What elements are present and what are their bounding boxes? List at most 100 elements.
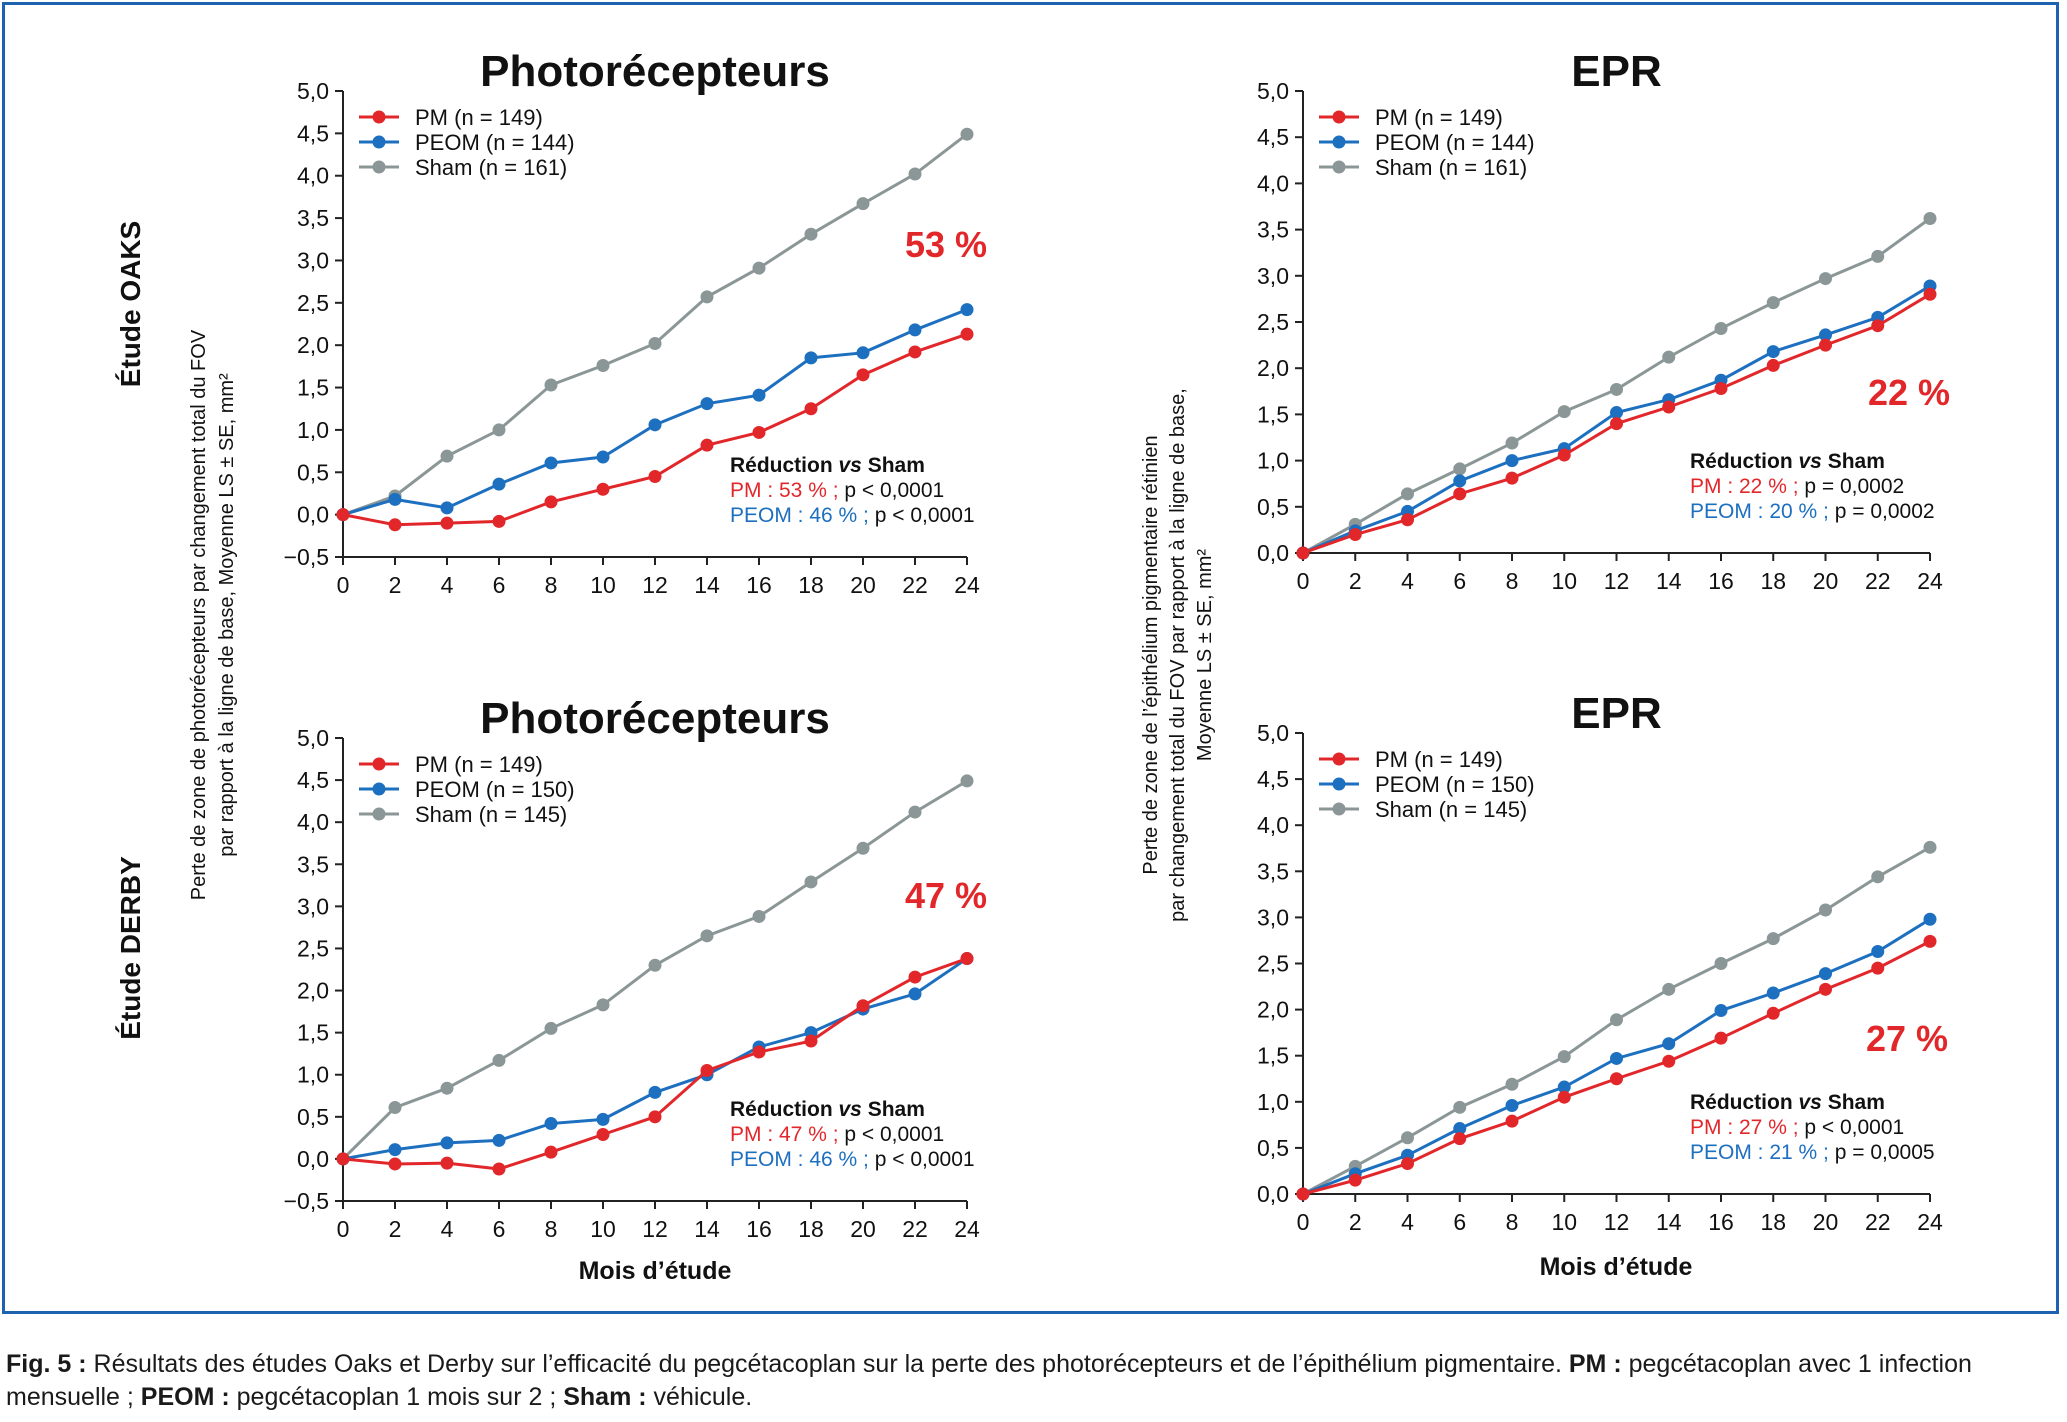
data-point-pm [492, 1162, 506, 1176]
data-point-pm [700, 1064, 714, 1078]
y-tick-label: 1,5 [297, 1020, 329, 1046]
data-point-pm [1819, 982, 1832, 996]
data-point-pm [388, 518, 402, 532]
reduction-percent: 53 % [905, 224, 987, 265]
y-tick-label: 1,5 [1257, 1043, 1289, 1069]
data-point-sham [752, 909, 766, 923]
data-point-peom [440, 501, 454, 515]
y-tick-label: 0,5 [297, 1104, 329, 1130]
y-tick-label: 2,5 [1257, 309, 1289, 335]
y-tick-label: 3,0 [1257, 263, 1289, 289]
y-tick-label: 2,0 [297, 332, 329, 358]
caption-pm-text: pegcétacoplan avec 1 infection mensuelle… [6, 1350, 1972, 1411]
x-tick-label: 22 [1865, 568, 1891, 594]
y-axis-label-left: Perte de zone de photorécepteurs par cha… [188, 329, 210, 900]
row-label-derby: Étude DERBY [115, 856, 146, 1040]
legend-entry: PEOM (n = 144) [415, 130, 575, 155]
legend-marker-peom [372, 135, 386, 149]
data-point-sham [1453, 1100, 1467, 1114]
y-tick-label: 2,5 [1257, 951, 1289, 977]
x-tick-label: 0 [1297, 1209, 1310, 1235]
data-point-pm [1871, 961, 1885, 975]
caption-peom-key: PEOM : [140, 1383, 230, 1411]
chart-title: EPR [1571, 47, 1661, 96]
caption-sham-key: Sham : [563, 1383, 647, 1411]
data-point-pm [856, 368, 870, 382]
data-point-pm [960, 952, 974, 966]
pm-reduction: PM : 53 % ; p < 0,0001 [730, 479, 944, 502]
x-tick-label: 16 [746, 1216, 772, 1242]
data-point-sham [544, 378, 558, 392]
data-point-pm [1766, 358, 1780, 372]
data-point-sham [1923, 840, 1937, 854]
data-point-pm [1766, 1006, 1780, 1020]
data-point-pm [440, 516, 454, 530]
legend-marker-peom [372, 782, 386, 796]
data-point-sham [1401, 1131, 1414, 1145]
data-point-sham [1766, 296, 1780, 310]
data-point-sham [440, 449, 454, 463]
data-point-sham [1923, 212, 1937, 226]
data-point-sham [596, 359, 610, 373]
y-tick-label: 4,5 [1257, 766, 1289, 792]
data-point-pm [1923, 934, 1937, 948]
data-point-sham [752, 261, 766, 275]
legend-marker-pm [1332, 752, 1346, 766]
data-point-peom [700, 397, 714, 411]
reduction-percent: 47 % [905, 875, 987, 916]
legend-marker-sham [372, 807, 386, 821]
data-point-pm [1296, 1187, 1310, 1201]
x-tick-label: 22 [902, 1216, 928, 1242]
data-point-peom [1610, 406, 1623, 420]
x-tick-label: 2 [389, 1216, 402, 1242]
data-point-sham [1505, 1077, 1519, 1091]
reduction-heading: Réduction vs Sham [1690, 1091, 1885, 1114]
figure-caption: Fig. 5 : Résultats des études Oaks et De… [6, 1348, 2061, 1414]
data-point-pm [1505, 471, 1519, 485]
data-point-sham [1557, 1050, 1571, 1064]
data-point-pm [804, 1034, 818, 1048]
legend-entry: PEOM (n = 150) [1375, 772, 1535, 797]
data-point-peom [1871, 945, 1885, 959]
data-point-pm [1610, 417, 1623, 431]
x-tick-label: 8 [1506, 568, 1519, 594]
y-tick-label: 2,0 [297, 978, 329, 1004]
y-tick-label: 5,0 [297, 725, 329, 751]
data-point-peom [492, 1133, 506, 1147]
x-tick-label: 8 [1506, 1209, 1519, 1235]
legend-entry: PM (n = 149) [415, 752, 543, 777]
x-tick-label: 24 [1917, 1209, 1943, 1235]
x-tick-label: 12 [1604, 1209, 1630, 1235]
caption-label: Fig. 5 : [6, 1350, 87, 1378]
x-tick-label: 22 [902, 572, 928, 598]
x-tick-label: 18 [1760, 568, 1786, 594]
data-point-pm [1453, 487, 1467, 501]
y-tick-label: 2,0 [1257, 355, 1289, 381]
data-point-sham [908, 167, 922, 181]
x-axis-label-left: Mois d’étude [579, 1257, 732, 1285]
data-point-pm [596, 1127, 610, 1141]
x-tick-label: 12 [642, 1216, 668, 1242]
data-point-sham [492, 1053, 506, 1067]
legend-entry: PEOM (n = 144) [1375, 130, 1535, 155]
data-point-sham [856, 197, 870, 211]
x-tick-label: 16 [1708, 1209, 1734, 1235]
data-point-sham [908, 805, 922, 819]
data-point-peom [908, 323, 922, 337]
data-point-pm [648, 470, 662, 484]
peom-reduction: PEOM : 21 % ; p = 0,0005 [1690, 1141, 1935, 1164]
y-tick-label: 5,0 [297, 78, 329, 104]
charts-area: Photorécepteurs −0,5 0,0 0,5 1,0 1,5 2,0 2,5 3,0… [115, 47, 1950, 1285]
peom-reduction: PEOM : 46 % ; p < 0,0001 [730, 504, 975, 527]
legend-entry: PM (n = 149) [415, 105, 543, 130]
y-tick-label: 4,0 [1257, 170, 1289, 196]
data-point-sham [648, 958, 662, 972]
x-tick-label: 24 [954, 572, 980, 598]
y-tick-label: 1,5 [1257, 401, 1289, 427]
y-tick-label: 2,0 [1257, 997, 1289, 1023]
x-tick-label: 18 [1760, 1209, 1786, 1235]
y-tick-label: 3,0 [297, 247, 329, 273]
x-tick-label: 20 [1813, 568, 1839, 594]
row-label-oaks: Étude OAKS [115, 221, 146, 387]
data-point-sham [1819, 903, 1832, 917]
